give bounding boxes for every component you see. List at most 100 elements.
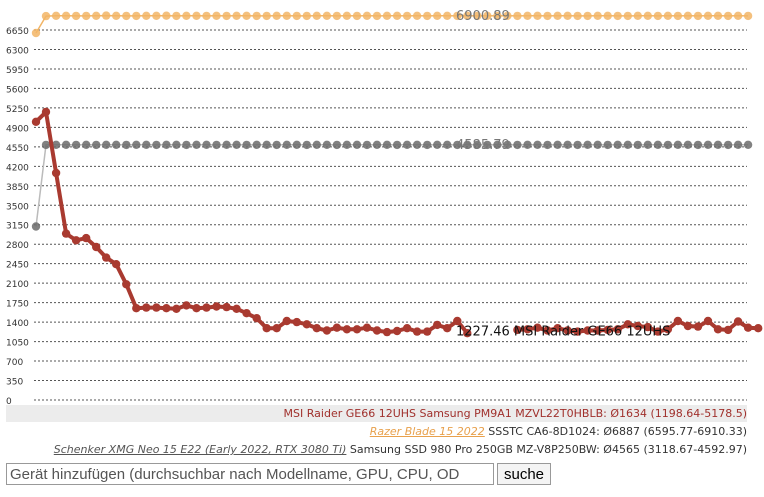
data-point <box>162 140 171 149</box>
data-point <box>483 140 492 150</box>
data-point <box>733 140 743 149</box>
data-point <box>683 140 693 149</box>
data-point <box>623 320 632 329</box>
data-point <box>152 11 161 20</box>
data-point <box>242 11 251 20</box>
data-point <box>733 317 743 326</box>
data-point <box>232 11 241 20</box>
data-point <box>673 11 683 21</box>
legend-detail: Samsung PM9A1 MZVL22T0HBLB: Ø1634 (1198.… <box>416 407 747 420</box>
data-point <box>603 140 612 150</box>
data-point <box>693 11 703 21</box>
legend-detail: SSSTC CA6-8D1024: Ø6887 (6595.77-6910.33… <box>484 425 747 438</box>
data-point <box>533 323 542 332</box>
data-point <box>493 140 502 149</box>
data-point <box>51 168 61 178</box>
data-point <box>593 140 602 149</box>
y-axis-ticks: 0 350 700 1050 1400 1750 2100 2450 2800 3150 3500 3… <box>6 27 29 405</box>
data-point <box>683 321 693 331</box>
data-point <box>402 140 412 149</box>
data-point <box>743 11 753 21</box>
data-point <box>583 140 592 149</box>
data-point <box>282 11 291 20</box>
add-device-search-input[interactable] <box>6 463 494 485</box>
data-point <box>112 11 121 20</box>
data-point <box>152 303 161 312</box>
data-point <box>563 326 572 335</box>
data-point <box>222 140 231 149</box>
legend-link[interactable]: Schenker XMG Neo 15 E22 (Early 2022, RTX… <box>53 443 347 456</box>
y-tick-label: 6300 <box>6 46 29 56</box>
search-button[interactable]: suche <box>497 463 552 485</box>
y-tick-label: 2800 <box>6 241 29 251</box>
data-point <box>252 11 261 21</box>
data-point <box>332 323 342 332</box>
data-point <box>433 11 442 20</box>
data-point <box>262 324 271 333</box>
data-point <box>653 140 663 149</box>
data-point <box>132 304 141 313</box>
data-point <box>192 304 201 313</box>
legend-entry-msi: MSI Raider GE66 12UHS Samsung PM9A1 MZVL… <box>6 405 747 422</box>
data-point <box>282 316 291 326</box>
data-point <box>182 140 191 150</box>
data-point <box>232 304 241 313</box>
legend-name: MSI Raider GE66 12UHS <box>283 407 416 420</box>
legend-detail: Samsung SSD 980 Pro 250GB MZ-V8P250BW: Ø… <box>346 443 747 456</box>
data-point <box>563 11 572 20</box>
data-point <box>372 11 382 21</box>
data-point <box>82 140 91 149</box>
data-point <box>593 11 602 20</box>
data-point <box>733 11 743 20</box>
data-point <box>573 327 582 336</box>
data-point <box>272 11 281 20</box>
data-point <box>523 11 532 20</box>
data-point <box>132 140 141 149</box>
data-point <box>382 327 392 337</box>
data-point <box>402 11 412 21</box>
data-point <box>653 327 663 336</box>
data-point <box>723 325 733 335</box>
data-point <box>723 11 733 21</box>
data-point <box>443 140 452 149</box>
data-point <box>262 140 271 149</box>
data-point <box>322 140 332 149</box>
data-point <box>423 327 432 336</box>
data-point <box>513 325 522 335</box>
data-point <box>232 140 241 149</box>
data-point <box>132 11 141 21</box>
data-point <box>553 324 562 333</box>
data-point <box>483 11 492 20</box>
data-point <box>352 325 362 334</box>
data-point <box>172 304 181 313</box>
data-point <box>713 325 723 334</box>
data-point <box>31 28 41 38</box>
data-point <box>292 11 301 21</box>
y-tick-label: 3850 <box>6 183 29 193</box>
data-point <box>523 325 532 334</box>
data-point <box>633 140 642 150</box>
legend-entry-razer[interactable]: Razer Blade 15 2022 SSSTC CA6-8D1024: Ø6… <box>6 423 747 440</box>
data-point <box>352 11 362 21</box>
data-point <box>392 11 402 20</box>
chart-grid <box>34 29 747 401</box>
data-point <box>122 140 131 150</box>
legend-link[interactable]: Razer Blade 15 2022 <box>369 425 485 438</box>
data-point <box>423 11 432 21</box>
data-point <box>693 322 703 331</box>
data-point <box>352 140 362 149</box>
y-tick-label: 0 <box>6 397 12 405</box>
legend-entry-schenker[interactable]: Schenker XMG Neo 15 E22 (Early 2022, RTX… <box>6 441 747 458</box>
data-point <box>754 324 763 333</box>
data-point <box>222 302 231 312</box>
y-tick-label: 1050 <box>6 339 29 349</box>
data-point <box>282 140 291 149</box>
data-point <box>312 11 321 20</box>
data-point <box>683 11 693 20</box>
data-point <box>533 11 542 20</box>
data-point <box>673 316 683 326</box>
data-point <box>623 140 632 149</box>
data-point <box>402 324 412 333</box>
data-point <box>212 302 221 311</box>
data-point <box>252 140 261 149</box>
